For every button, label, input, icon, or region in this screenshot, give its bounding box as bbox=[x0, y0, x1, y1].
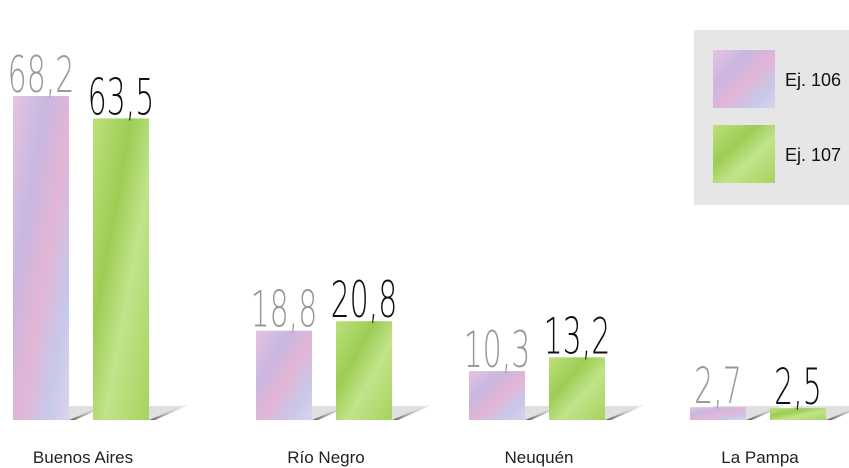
x-tick-label: Río Negro bbox=[287, 448, 364, 467]
value-label: 10,3 bbox=[464, 321, 531, 379]
legend-label: Ej. 107 bbox=[785, 145, 841, 165]
bar-shadow bbox=[605, 404, 643, 420]
value-label: 68,2 bbox=[8, 46, 75, 104]
bar-shadow bbox=[746, 404, 784, 420]
value-label: 20,8 bbox=[331, 271, 398, 329]
bar bbox=[13, 96, 69, 421]
bar bbox=[469, 371, 525, 420]
value-label: 2,5 bbox=[774, 358, 822, 416]
bar bbox=[93, 118, 149, 420]
value-label: 2,7 bbox=[694, 357, 742, 415]
bar bbox=[549, 357, 605, 420]
bar bbox=[770, 408, 826, 420]
bar bbox=[336, 321, 392, 420]
bar-shadow bbox=[149, 404, 187, 420]
legend-swatch bbox=[713, 125, 775, 183]
x-tick-label: Neuquén bbox=[504, 448, 573, 467]
x-tick-label: Buenos Aires bbox=[33, 448, 133, 467]
value-label: 18,8 bbox=[251, 281, 318, 339]
legend-label: Ej. 106 bbox=[785, 70, 841, 90]
value-label: 13,2 bbox=[544, 307, 611, 365]
bar-shadow bbox=[392, 404, 430, 420]
bar bbox=[256, 330, 312, 420]
bar-shadow bbox=[826, 410, 849, 420]
x-tick-label: La Pampa bbox=[721, 448, 799, 467]
bar bbox=[690, 407, 746, 420]
value-label: 63,5 bbox=[88, 68, 155, 126]
legend-swatch bbox=[713, 50, 775, 108]
